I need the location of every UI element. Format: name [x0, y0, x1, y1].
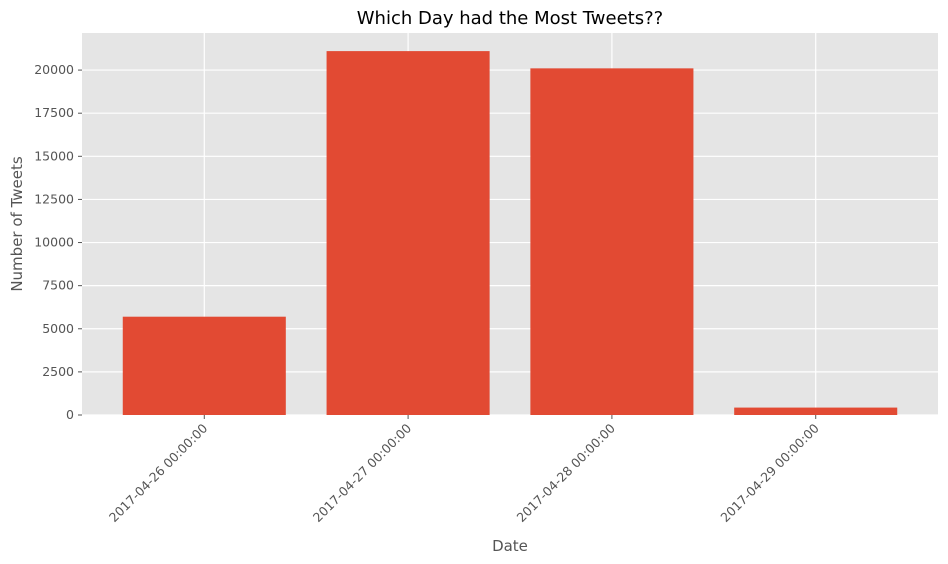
y-tick-label: 12500	[34, 191, 74, 206]
y-tick-label: 10000	[34, 235, 74, 250]
y-tick-label: 20000	[34, 62, 74, 77]
y-tick-label: 15000	[34, 148, 74, 163]
chart-title: Which Day had the Most Tweets??	[357, 8, 663, 29]
bar-2017-04-28	[530, 68, 694, 415]
x-tick-label: 2017-04-26 00:00:00	[106, 420, 211, 525]
bar-2017-04-26	[122, 316, 286, 415]
x-axis-label: Date	[492, 537, 528, 555]
y-axis-ticks: 0 2500 5000 7500 10000 12500 15000 17500 20000	[34, 62, 82, 422]
x-tick-label: 2017-04-27 00:00:00	[310, 420, 415, 525]
bars	[122, 51, 898, 416]
y-tick-label: 7500	[42, 278, 74, 293]
x-tick-label: 2017-04-29 00:00:00	[717, 420, 822, 525]
bar-2017-04-27	[326, 51, 490, 416]
y-axis-label: Number of Tweets	[8, 156, 26, 292]
y-tick-label: 0	[66, 407, 74, 422]
x-tick-label: 2017-04-28 00:00:00	[514, 420, 619, 525]
bar-2017-04-29	[734, 407, 898, 415]
y-tick-label: 2500	[42, 364, 74, 379]
y-tick-label: 5000	[42, 321, 74, 336]
y-tick-label: 17500	[34, 105, 74, 120]
x-axis-ticks: 2017-04-26 00:00:00 2017-04-27 00:00:00 20…	[106, 415, 822, 525]
